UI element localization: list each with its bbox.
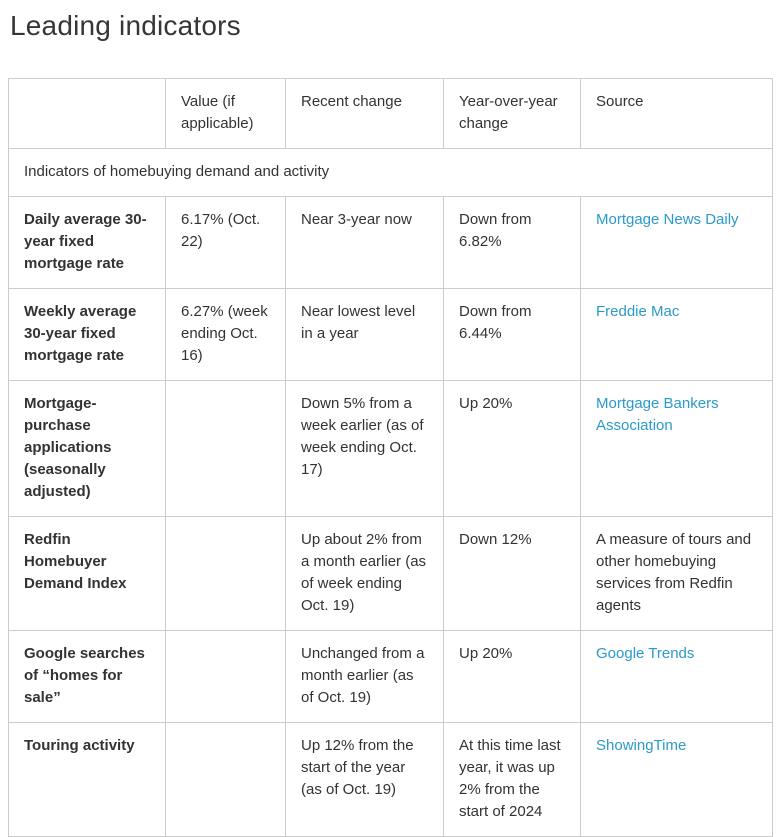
value-cell: 6.27% (week ending Oct. 16) — [165, 288, 286, 381]
source-cell: ShowingTime — [580, 722, 773, 837]
source-link[interactable]: Mortgage News Daily — [596, 211, 739, 228]
yoy-change-cell: At this time last year, it was up 2% fro… — [443, 722, 581, 837]
row-header-purchase-applications: Mortgage-purchase applications (seasonal… — [8, 380, 166, 517]
yoy-change-cell: Down from 6.44% — [443, 288, 581, 381]
source-text: A measure of tours and other homebuying … — [596, 531, 752, 614]
table-row: Google searches of “homes for sale” Unch… — [8, 630, 773, 723]
row-header-google-searches: Google searches of “homes for sale” — [8, 630, 166, 723]
recent-change-cell: Unchanged from a month earlier (as of Oc… — [285, 630, 444, 723]
row-header-weekly-mortgage-rate: Weekly average 30-year fixed mortgage ra… — [8, 288, 166, 381]
column-header-recent-change: Recent change — [285, 78, 444, 149]
indicators-table: Indicators of homebuying demand and acti… — [8, 78, 773, 837]
yoy-change-cell: Down 12% — [443, 516, 581, 631]
column-header-source: Source — [580, 78, 773, 149]
recent-change-cell: Up about 2% from a month earlier (as of … — [285, 516, 444, 631]
source-link[interactable]: Mortgage Bankers Association — [596, 395, 719, 434]
source-cell: A measure of tours and other homebuying … — [580, 516, 773, 631]
recent-change-cell: Near 3-year now — [285, 196, 444, 289]
yoy-change-cell: Down from 6.82% — [443, 196, 581, 289]
recent-change-cell: Near lowest level in a year — [285, 288, 444, 381]
recent-change-cell: Down 5% from a week earlier (as of week … — [285, 380, 444, 517]
value-cell — [165, 630, 286, 723]
source-cell: Mortgage News Daily — [580, 196, 773, 289]
table-row: Mortgage-purchase applications (seasonal… — [8, 380, 773, 517]
value-cell — [165, 516, 286, 631]
source-cell: Freddie Mac — [580, 288, 773, 381]
row-header-homebuyer-demand-index: Redfin Homebuyer Demand Index — [8, 516, 166, 631]
source-cell: Mortgage Bankers Association — [580, 380, 773, 517]
table-caption: Indicators of homebuying demand and acti… — [8, 148, 773, 197]
yoy-change-cell: Up 20% — [443, 630, 581, 723]
table-row: Weekly average 30-year fixed mortgage ra… — [8, 288, 773, 381]
value-cell — [165, 722, 286, 837]
source-link[interactable]: ShowingTime — [596, 737, 687, 754]
table-caption-row: Indicators of homebuying demand and acti… — [8, 148, 773, 197]
source-link[interactable]: Google Trends — [596, 645, 695, 662]
indicators-table-container: Indicators of homebuying demand and acti… — [8, 78, 773, 837]
page-title: Leading indicators — [10, 10, 241, 41]
source-link[interactable]: Freddie Mac — [596, 303, 680, 320]
recent-change-cell: Up 12% from the start of the year (as of… — [285, 722, 444, 837]
value-cell: 6.17% (Oct. 22) — [165, 196, 286, 289]
source-cell: Google Trends — [580, 630, 773, 723]
column-header-yoy-change: Year-over-year change — [443, 78, 581, 149]
table-header-row: Value (if applicable) Recent change Year… — [8, 78, 773, 149]
table-row: Touring activity Up 12% from the start o… — [8, 722, 773, 837]
value-cell — [165, 380, 286, 517]
table-row: Daily average 30-year fixed mortgage rat… — [8, 196, 773, 289]
yoy-change-cell: Up 20% — [443, 380, 581, 517]
column-header-indicator — [8, 78, 166, 149]
column-header-value: Value (if applicable) — [165, 78, 286, 149]
row-header-touring-activity: Touring activity — [8, 722, 166, 837]
row-header-daily-mortgage-rate: Daily average 30-year fixed mortgage rat… — [8, 196, 166, 289]
table-row: Redfin Homebuyer Demand Index Up about 2… — [8, 516, 773, 631]
